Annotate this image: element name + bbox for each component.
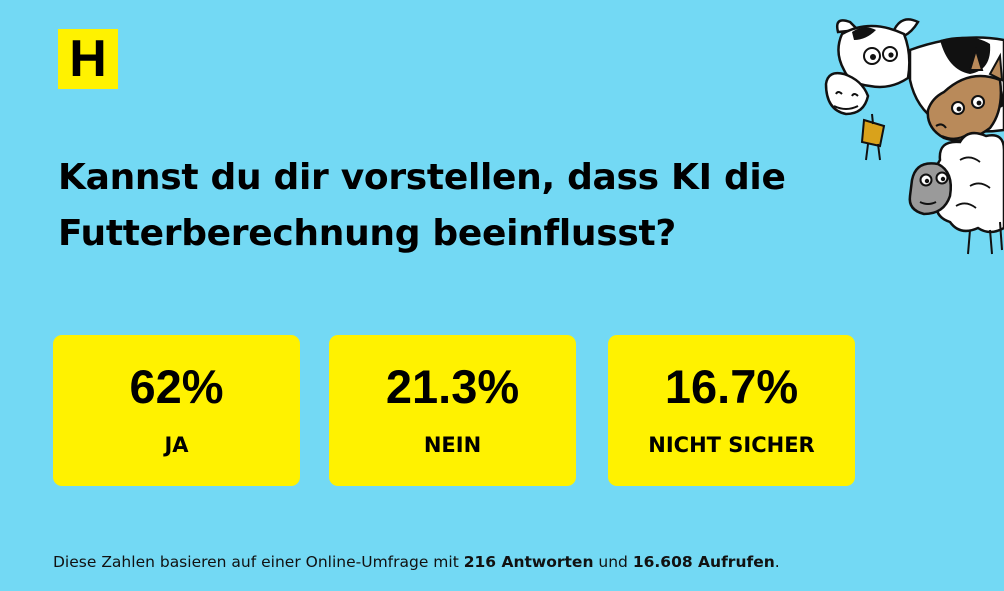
footnote-middle: und [593, 553, 633, 571]
result-percent: 21.3% [385, 360, 520, 413]
cow-head-icon [824, 18, 920, 161]
footnote-views: 16.608 Aufrufen [632, 553, 775, 571]
result-percent: 62% [129, 360, 224, 413]
brand-logo-letter: H [69, 30, 107, 88]
brand-logo: H [58, 29, 118, 89]
result-label: NEIN [423, 433, 482, 457]
result-label: JA [164, 433, 189, 457]
cow-horse-sheep-illustration [824, 18, 1004, 255]
footnote-suffix: . [774, 553, 780, 571]
result-percent: 16.7% [664, 360, 799, 413]
result-label: NICHT SICHER [648, 433, 815, 457]
survey-footnote: Diese Zahlen basieren auf einer Online-U… [53, 551, 780, 573]
result-card-nicht-sicher: 16.7% NICHT SICHER [608, 335, 855, 486]
result-card-nein: 21.3% NEIN [329, 335, 576, 486]
sheep-icon [908, 131, 1004, 255]
footnote-prefix: Diese Zahlen basieren auf einer Online-U… [53, 553, 464, 571]
poll-question: Kannst du dir vorstellen, dass KI die Fu… [58, 157, 786, 254]
result-card-ja: 62% JA [53, 335, 300, 486]
footnote-responses: 216 Antworten [463, 553, 594, 571]
horse-head-icon [926, 46, 1004, 142]
